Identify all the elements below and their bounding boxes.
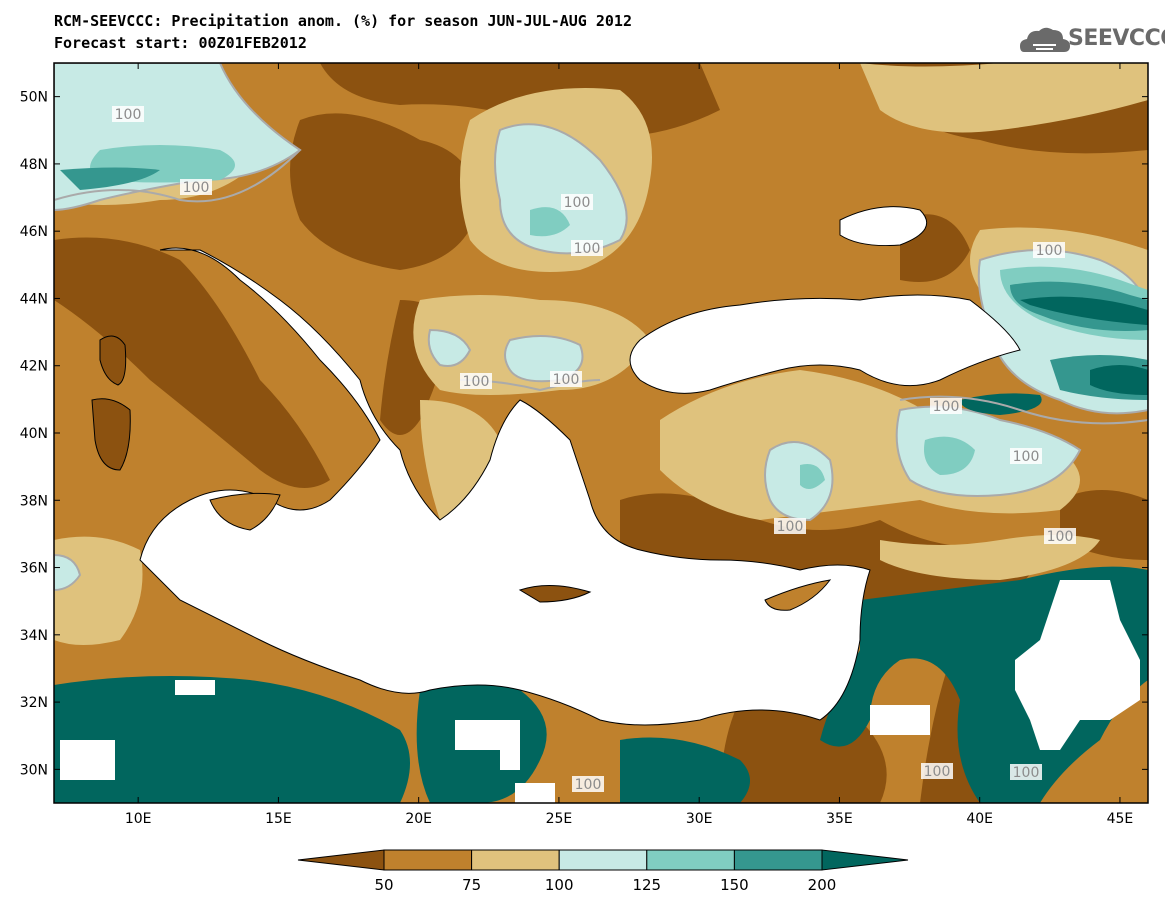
map-title: RCM-SEEVCCC: Precipitation anom. (%) for…	[54, 12, 632, 30]
contour-label-bg	[180, 179, 212, 195]
colorbar-swatch	[383, 849, 473, 871]
lon-tick-label: 10E	[125, 811, 152, 827]
contour-label: 100	[924, 764, 951, 780]
contour-label: 100	[1013, 449, 1040, 465]
lat-tick-label: 50N	[20, 90, 48, 106]
lat-tick-label: 36N	[20, 561, 48, 577]
contour-label: 100	[1013, 765, 1040, 781]
colorbar-tick-label: 125	[632, 876, 661, 894]
colorbar-swatch	[733, 849, 823, 871]
seevccc-logo: SEEVCCC	[1068, 26, 1165, 51]
contour-label: 100	[463, 374, 490, 390]
lat-tick-label: 34N	[20, 628, 48, 644]
contour-label: 100	[115, 107, 142, 123]
colorbar-legend: 50 75 100 125 150 200	[297, 849, 909, 894]
contour-label: 100	[553, 372, 580, 388]
sea-areas	[139, 206, 1021, 726]
lat-tick-label: 46N	[20, 224, 48, 240]
colorbar-tick-label: 100	[545, 876, 574, 894]
contour-label: 100	[933, 399, 960, 415]
contour-label-bg	[1010, 764, 1042, 780]
islands	[91, 335, 832, 611]
colorbar-swatch	[646, 849, 735, 871]
latitude-axis: 50N 48N 46N 44N 42N 40N 38N 36N 34N 32N 30N	[20, 90, 1148, 778]
colorbar-right-arrow	[821, 849, 909, 871]
lat-tick-label: 32N	[20, 695, 48, 711]
cloud-icon	[1020, 27, 1070, 52]
contour-label-bg	[1044, 528, 1076, 544]
lon-tick-label: 20E	[405, 811, 432, 827]
colorbar-tick-label: 75	[462, 876, 481, 894]
contour-label-bg	[921, 763, 953, 779]
colorbar-tick-label: 150	[720, 876, 749, 894]
contour-label-bg	[550, 371, 582, 387]
colorbar-swatch	[471, 849, 560, 871]
lon-tick-label: 35E	[826, 811, 853, 827]
contour-label-bg	[774, 518, 806, 534]
lat-tick-label: 44N	[20, 291, 48, 307]
no-data-blocks	[60, 580, 1140, 803]
colorbar-tick-label: 200	[808, 876, 837, 894]
lon-tick-label: 15E	[265, 811, 292, 827]
contour-label-bg	[572, 776, 604, 792]
contour-label-bg	[460, 373, 492, 389]
contour-label: 100	[1036, 243, 1063, 259]
contour-label: 100	[1047, 529, 1074, 545]
contour-label: 100	[777, 519, 804, 535]
contour-label-bg	[112, 106, 144, 122]
contour-label: 100	[575, 777, 602, 793]
contour-label-bg	[930, 398, 962, 414]
longitude-axis: 10E 15E 20E 25E 30E 35E 40E 45E	[125, 63, 1133, 827]
contour-label: 100	[574, 241, 601, 257]
contour-label: 100	[564, 195, 591, 211]
contour-label: 100	[183, 180, 210, 196]
lat-tick-label: 38N	[20, 493, 48, 509]
lon-tick-label: 45E	[1107, 811, 1134, 827]
contour-label-bg	[1010, 448, 1042, 464]
colorbar-tick-label: 50	[374, 876, 393, 894]
lat-tick-label: 42N	[20, 359, 48, 375]
contour-label-bg	[571, 240, 603, 256]
contour-label-bg	[1033, 242, 1065, 258]
colorbar-left-arrow	[297, 849, 385, 871]
contour-labels: 100 100 100 100 100 100 100 100 100 100 100 100 100 1…	[112, 106, 1076, 793]
lon-tick-label: 40E	[966, 811, 993, 827]
lon-tick-label: 25E	[546, 811, 573, 827]
forecast-start-label: Forecast start: 00Z01FEB2012	[54, 34, 307, 52]
contour-label-bg	[561, 194, 593, 210]
lat-tick-label: 30N	[20, 762, 48, 778]
lon-tick-label: 30E	[686, 811, 713, 827]
lat-tick-label: 48N	[20, 157, 48, 173]
lat-tick-label: 40N	[20, 426, 48, 442]
colorbar-swatch	[558, 849, 648, 871]
